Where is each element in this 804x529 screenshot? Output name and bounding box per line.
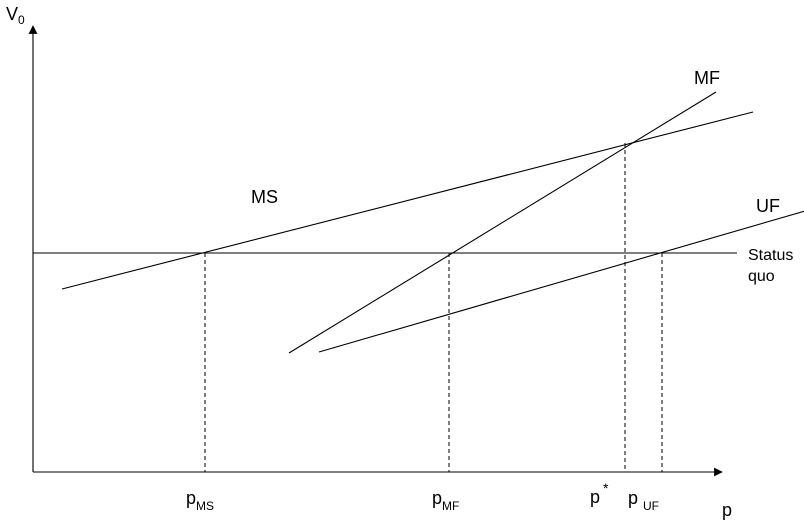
tick-p-uf: p UF <box>628 488 659 513</box>
x-axis-label: p <box>722 500 732 520</box>
y-axis-label-subscript: 0 <box>18 13 25 27</box>
ms-line <box>61 111 754 290</box>
status-quo-label-line1: Status <box>748 247 793 264</box>
status-quo-label: Status quo <box>748 247 798 285</box>
mf-line <box>288 91 717 354</box>
uf-label: UF <box>756 196 780 216</box>
tick-p-star: p * <box>590 480 609 507</box>
uf-line <box>318 210 804 353</box>
tick-p-uf-sub: UF <box>643 499 659 513</box>
y-axis-label-main: V <box>6 4 18 24</box>
mf-label: MF <box>694 68 720 88</box>
y-axis-label: V0 <box>6 4 25 27</box>
tick-p-mf: pMF <box>432 488 459 513</box>
ms-label: MS <box>251 187 278 207</box>
tick-p-mf-main: p <box>432 488 442 508</box>
status-quo-label-line2: quo <box>748 268 775 285</box>
tick-p-ms: pMS <box>186 488 214 513</box>
tick-p-ms-sub: MS <box>196 499 214 513</box>
tick-p-mf-sub: MF <box>442 499 459 513</box>
tick-p-star-sup: * <box>603 480 609 496</box>
tick-p-uf-main: p <box>628 488 638 508</box>
tick-p-star-main: p <box>590 487 600 507</box>
tick-p-ms-main: p <box>186 488 196 508</box>
